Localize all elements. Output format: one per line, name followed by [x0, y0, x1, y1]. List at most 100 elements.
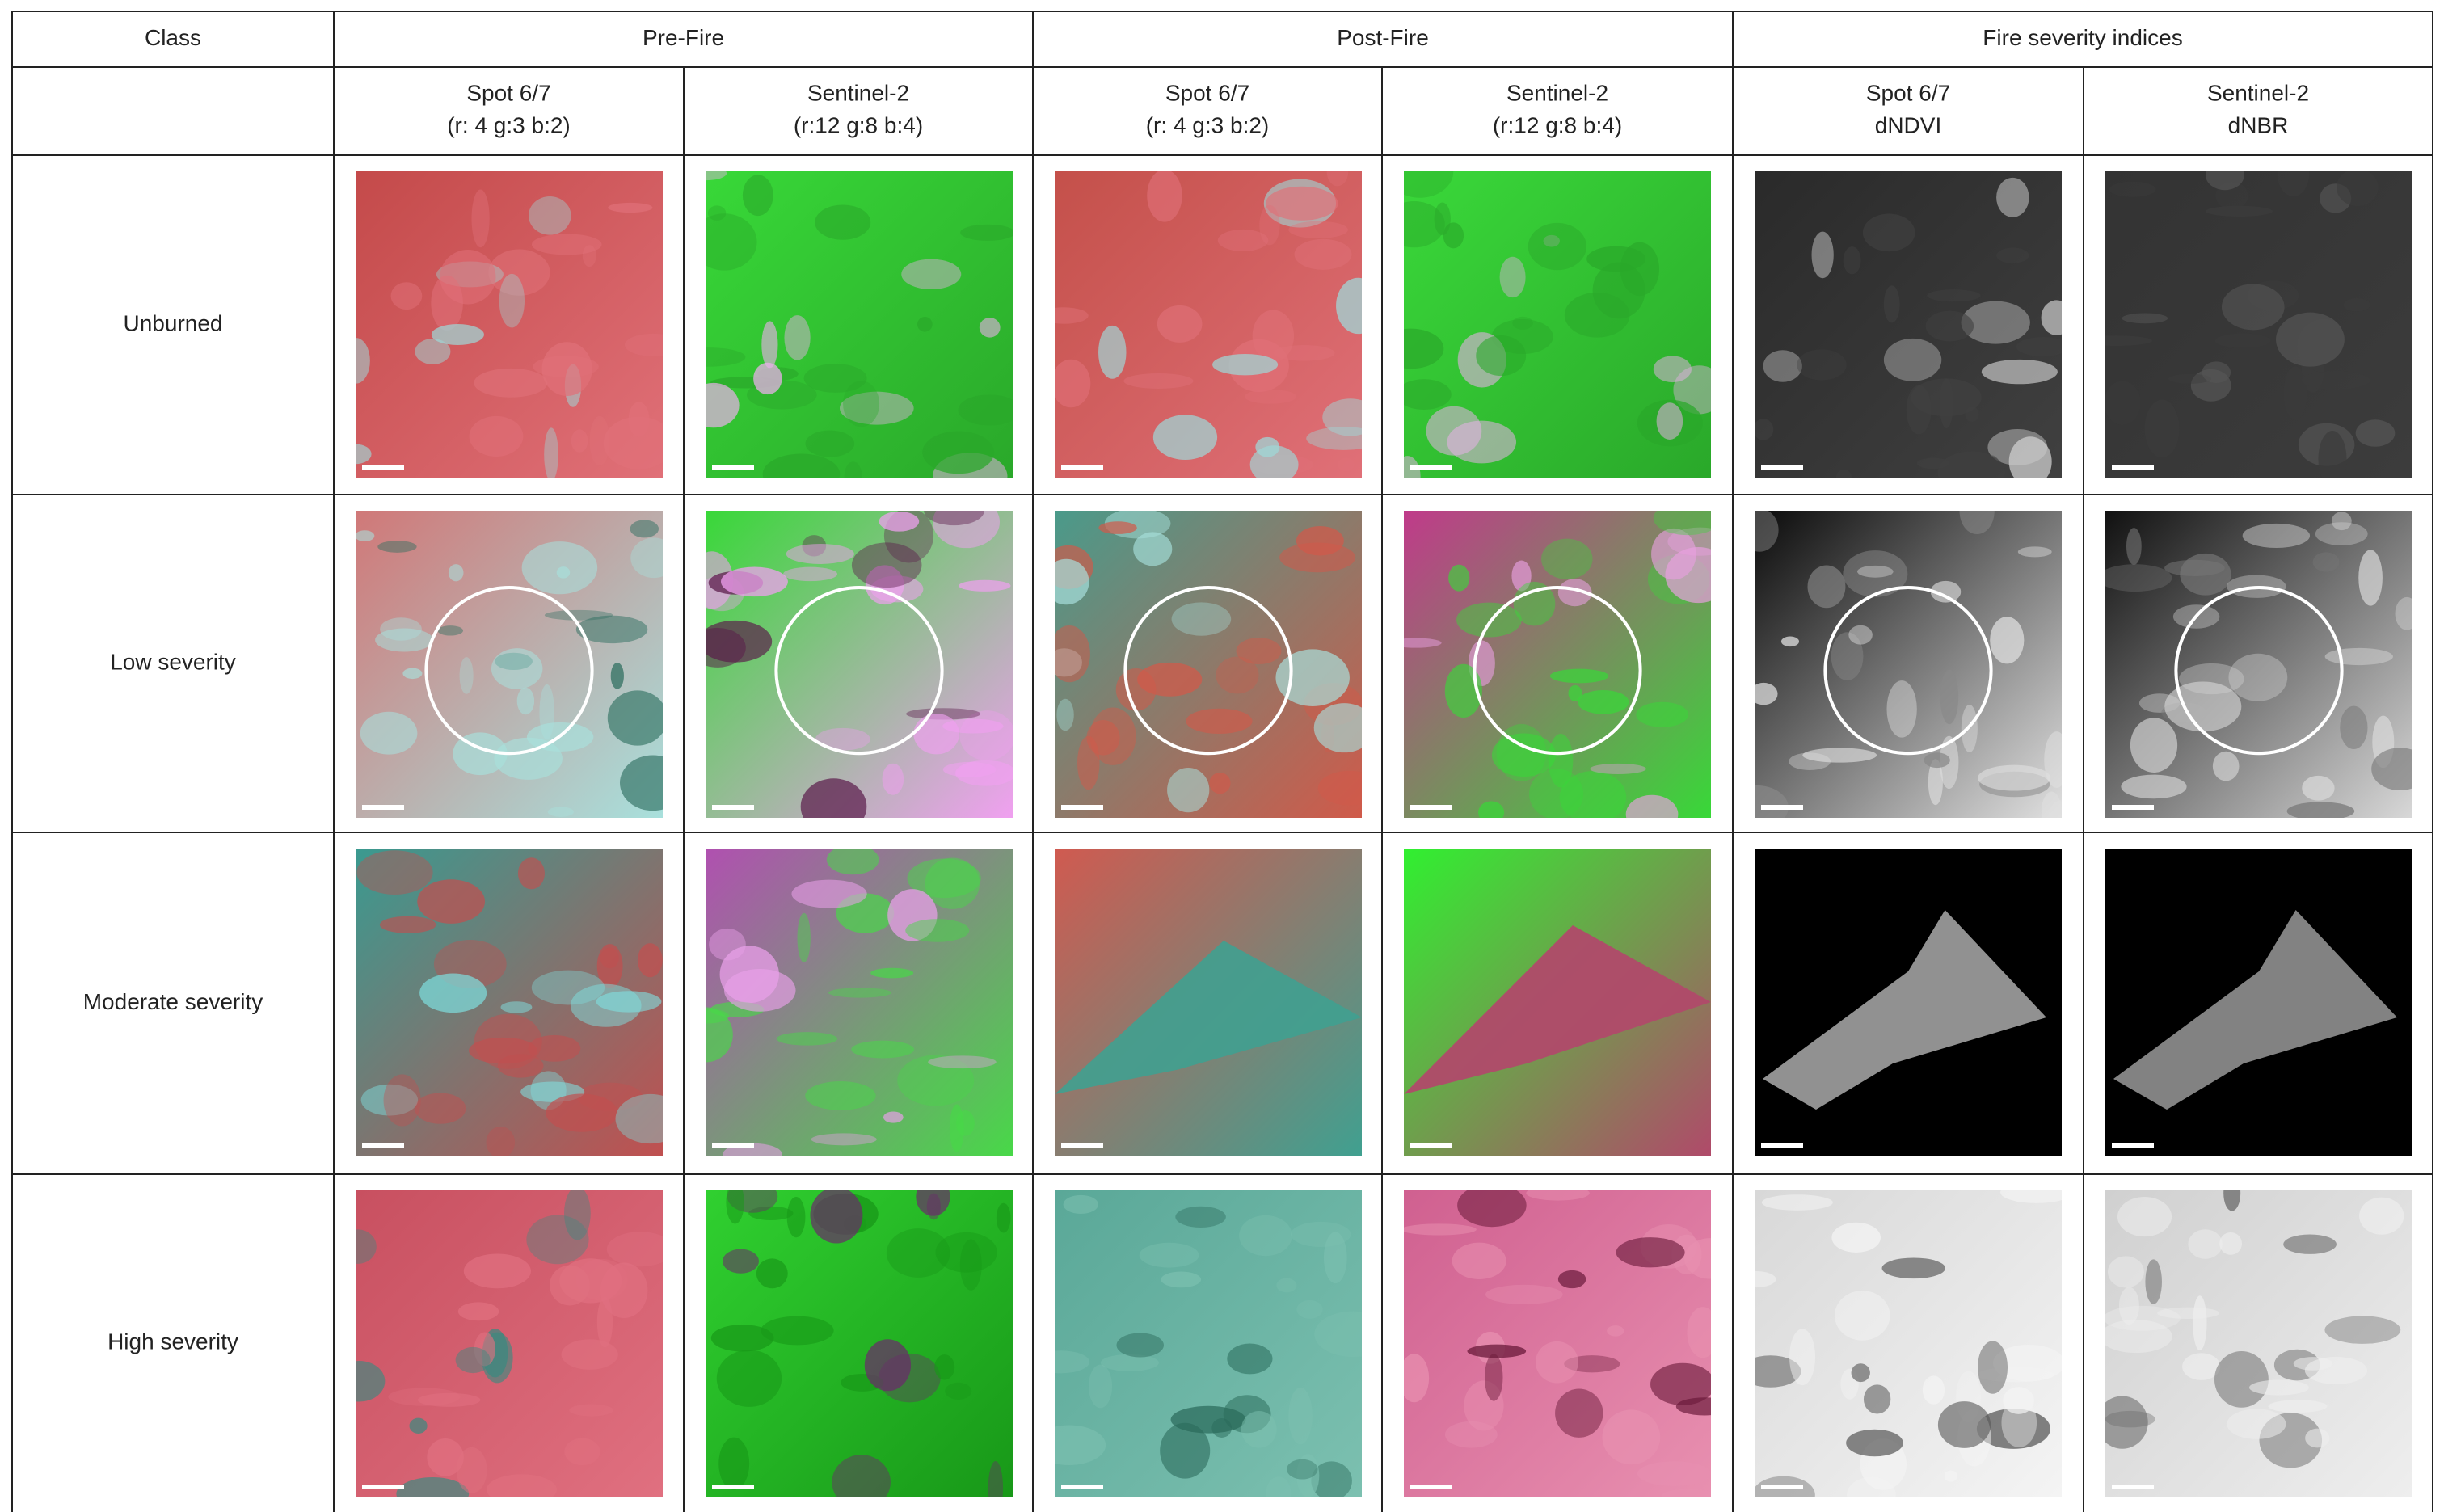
texture: [383, 1074, 421, 1127]
texture: [2331, 512, 2352, 531]
texture: [1959, 511, 1995, 535]
texture: [1063, 1194, 1099, 1214]
texture: [2105, 1320, 2172, 1354]
texture: [1287, 1459, 1318, 1480]
texture: [786, 1196, 806, 1238]
texture: [596, 991, 662, 1013]
texture: [996, 1202, 1011, 1233]
texture: [1404, 201, 1445, 248]
texture: [905, 919, 970, 942]
texture: [1055, 359, 1091, 408]
texture: [1294, 238, 1352, 270]
texture: [356, 850, 433, 895]
texture: [2221, 284, 2285, 331]
texture: [1930, 580, 1962, 603]
texture: [1528, 222, 1587, 271]
image-panel: [1055, 511, 1362, 818]
texture: [1755, 1270, 1776, 1288]
texture: [1656, 402, 1683, 440]
texture: [448, 564, 464, 582]
texture: [1100, 1354, 1159, 1371]
texture: [960, 224, 1013, 241]
texture: [1577, 689, 1629, 714]
texture: [1279, 542, 1356, 573]
scale-bar: [362, 465, 404, 470]
highlight-circle: [424, 586, 594, 756]
texture: [459, 657, 474, 694]
texture: [805, 1081, 876, 1110]
texture: [1886, 680, 1917, 738]
scale-bar: [1761, 805, 1803, 810]
texture: [756, 1258, 788, 1289]
texture: [916, 1190, 950, 1216]
texture: [907, 858, 981, 899]
texture: [1147, 171, 1182, 222]
texture: [402, 668, 423, 680]
texture: [2228, 653, 2288, 701]
texture: [1404, 171, 1454, 198]
texture: [1098, 521, 1137, 534]
texture: [2358, 550, 2383, 606]
texture: [1650, 1362, 1711, 1405]
texture: [531, 234, 602, 255]
texture: [1755, 511, 1779, 552]
texture: [2105, 381, 2141, 425]
texture: [1925, 310, 1974, 342]
scale-bar: [1061, 465, 1103, 470]
texture: [546, 1093, 618, 1132]
scale-bar: [712, 1485, 754, 1489]
texture: [844, 461, 862, 478]
texture: [2126, 528, 2142, 565]
scale-bar: [1761, 465, 1803, 470]
texture: [2041, 791, 2062, 818]
texture: [1171, 602, 1232, 636]
texture: [417, 879, 486, 924]
texture: [379, 916, 436, 933]
texture: [1965, 406, 1979, 422]
texture: [427, 1438, 464, 1476]
texture: [762, 453, 841, 478]
texture: [455, 1346, 491, 1374]
texture: [1139, 1242, 1199, 1268]
texture: [1212, 354, 1279, 376]
texture: [2017, 546, 2052, 558]
texture: [2286, 802, 2355, 818]
texture: [1529, 769, 1584, 818]
texture: [1996, 177, 2029, 217]
texture: [1831, 1222, 1881, 1253]
texture: [1448, 564, 1470, 592]
texture: [1789, 752, 1831, 771]
texture: [2164, 559, 2225, 576]
texture: [810, 1190, 863, 1244]
image-panel: [1055, 849, 1362, 1156]
texture: [924, 511, 984, 526]
texture: [742, 175, 773, 217]
texture: [544, 609, 613, 621]
texture: [457, 1302, 499, 1321]
texture: [606, 1232, 663, 1267]
texture: [1996, 247, 2029, 263]
texture: [550, 1265, 590, 1306]
texture: [2202, 361, 2231, 384]
scale-bar: [1410, 465, 1452, 470]
texture: [471, 189, 490, 248]
scale-bar: [2112, 1143, 2154, 1148]
texture: [1990, 617, 2025, 664]
texture: [1211, 1418, 1233, 1438]
texture: [2016, 337, 2062, 356]
column-header: Spot 6/7: [466, 80, 550, 105]
texture: [1937, 451, 2006, 478]
texture: [1326, 171, 1349, 187]
texture: [1491, 733, 1557, 777]
texture: [723, 1249, 760, 1274]
scale-bar: [1761, 1485, 1803, 1489]
texture: [1927, 289, 1981, 302]
highlight-circle: [2174, 586, 2344, 756]
texture: [596, 944, 623, 988]
texture: [706, 382, 740, 428]
texture: [2105, 1396, 2148, 1449]
texture: [615, 1093, 663, 1144]
texture: [2105, 564, 2172, 592]
texture: [1098, 325, 1127, 379]
